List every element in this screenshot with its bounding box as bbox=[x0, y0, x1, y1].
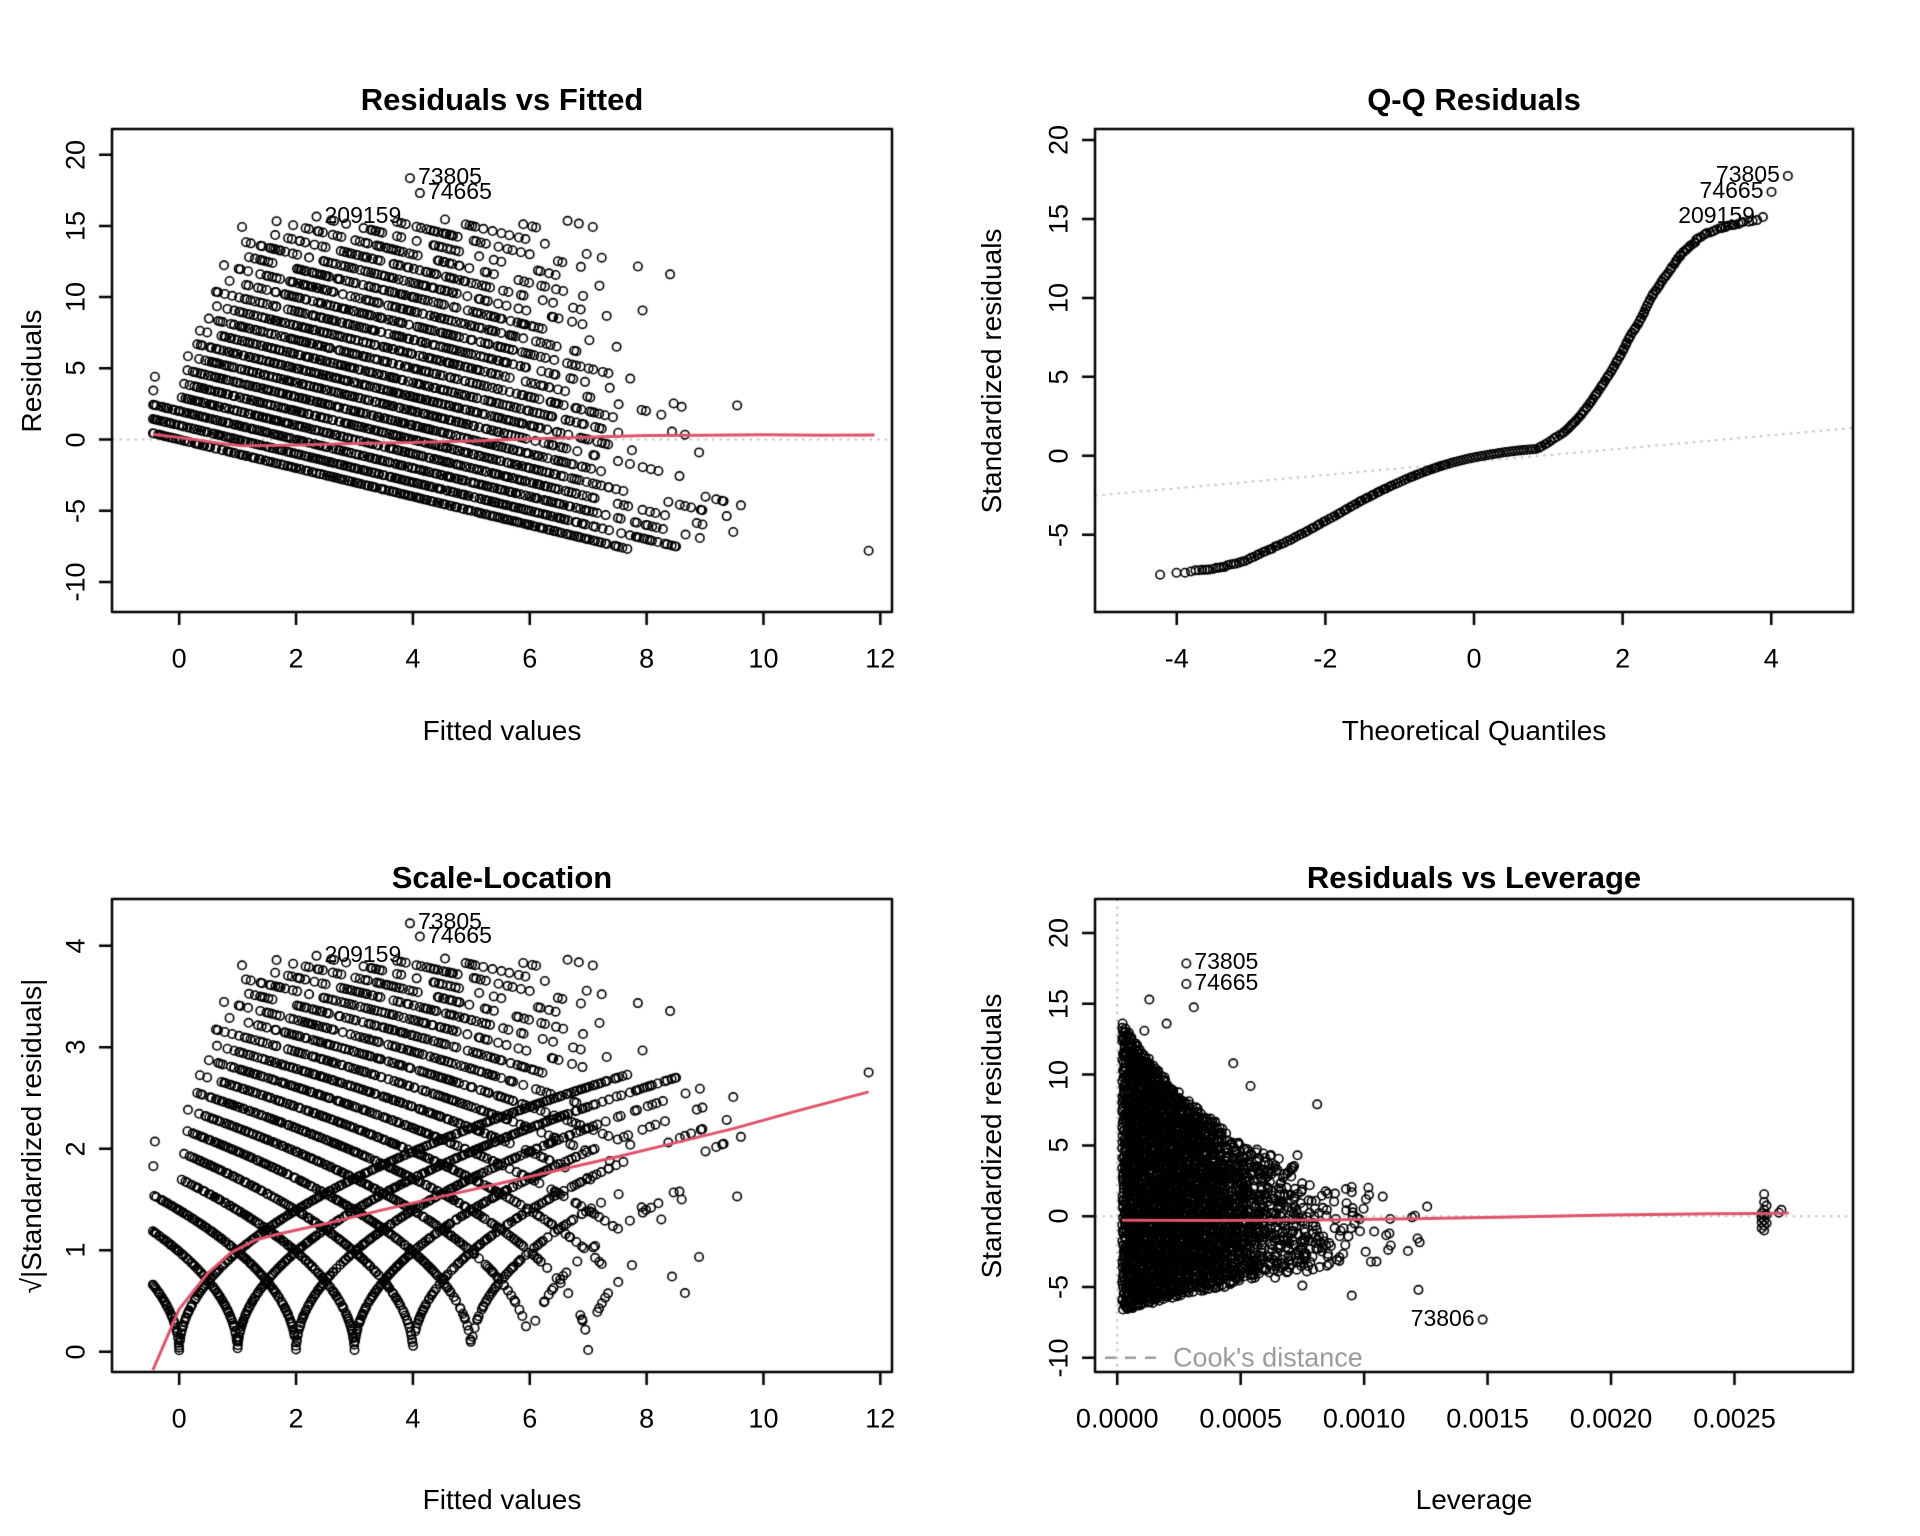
x-tick-label: 8 bbox=[639, 643, 655, 674]
x-tick-label: 2 bbox=[288, 643, 304, 674]
outlier-label-209159: 209159 bbox=[324, 201, 402, 228]
y-tick-label: 3 bbox=[60, 1039, 91, 1055]
y-tick-label: -5 bbox=[60, 498, 91, 523]
x-tick-label: 0 bbox=[1466, 643, 1482, 674]
x-tick-label: 0.0015 bbox=[1446, 1403, 1529, 1434]
panel-residuals-vs-leverage: Residuals vs Leverage Leverage Standardi… bbox=[960, 768, 1920, 1536]
y-tick-label: 15 bbox=[60, 210, 91, 241]
x-axis-label: Leverage bbox=[1415, 1484, 1533, 1515]
outlier-label-73805: 73805 bbox=[1715, 161, 1780, 188]
qq-residuals-canvas bbox=[960, 0, 1920, 768]
plot-title: Residuals vs Leverage bbox=[1306, 860, 1642, 895]
y-tick-label: -10 bbox=[1043, 1338, 1074, 1378]
y-axis-label: Residuals bbox=[16, 309, 47, 432]
x-tick-label: 10 bbox=[748, 643, 779, 674]
x-tick-label: 2 bbox=[1615, 643, 1631, 674]
y-tick-label: 0 bbox=[60, 1344, 91, 1360]
cooks-distance-legend-label: Cook's distance bbox=[1173, 1342, 1363, 1373]
x-tick-label: 0.0020 bbox=[1569, 1403, 1653, 1434]
y-tick-label: -5 bbox=[1043, 1275, 1074, 1300]
outlier-label-74665: 74665 bbox=[427, 921, 492, 948]
y-tick-label: 1 bbox=[60, 1242, 91, 1258]
outlier-label-209159: 209159 bbox=[1678, 202, 1755, 229]
y-tick-label: 15 bbox=[1043, 988, 1074, 1019]
panel-scale-location: Scale-Location Fitted values √|Standardi… bbox=[0, 768, 960, 1536]
y-tick-label: 5 bbox=[60, 360, 91, 376]
y-tick-label: 10 bbox=[1043, 282, 1074, 313]
x-tick-label: 4 bbox=[405, 1403, 421, 1434]
x-tick-label: 10 bbox=[748, 1403, 779, 1434]
outlier-label-74665: 74665 bbox=[1699, 177, 1764, 204]
outlier-label-73806: 73806 bbox=[1410, 1304, 1475, 1331]
x-tick-label: -2 bbox=[1313, 643, 1338, 674]
plot-title: Q-Q Residuals bbox=[1367, 82, 1581, 117]
y-tick-label: 0 bbox=[60, 432, 91, 448]
outlier-label-73805: 73805 bbox=[417, 908, 482, 935]
x-tick-label: 0.0025 bbox=[1693, 1403, 1776, 1434]
x-tick-label: 0.0005 bbox=[1199, 1403, 1282, 1434]
y-tick-label: 2 bbox=[60, 1141, 91, 1157]
y-tick-label: 20 bbox=[60, 139, 91, 170]
y-tick-label: 4 bbox=[60, 938, 91, 954]
y-tick-label: 10 bbox=[1043, 1059, 1074, 1090]
scale-location-canvas bbox=[0, 768, 960, 1536]
panel-qq-residuals: Q-Q Residuals Theoretical Quantiles Stan… bbox=[960, 0, 1920, 768]
y-axis-label: √|Standardized residuals| bbox=[16, 978, 47, 1293]
outlier-label-73805: 73805 bbox=[1194, 948, 1259, 975]
x-tick-label: 6 bbox=[522, 1403, 538, 1434]
x-tick-label: 0 bbox=[171, 1403, 187, 1434]
x-axis-label: Fitted values bbox=[422, 715, 582, 746]
plot-title: Scale-Location bbox=[391, 860, 613, 895]
x-axis-label: Theoretical Quantiles bbox=[1341, 715, 1607, 746]
y-tick-label: 5 bbox=[1043, 1137, 1074, 1153]
x-tick-label: 8 bbox=[639, 1403, 655, 1434]
x-tick-label: -4 bbox=[1164, 643, 1189, 674]
x-tick-label: 0.0010 bbox=[1322, 1403, 1406, 1434]
y-tick-label: 5 bbox=[1043, 369, 1074, 385]
y-tick-label: 0 bbox=[1043, 1208, 1074, 1224]
y-tick-label: 15 bbox=[1043, 203, 1074, 234]
x-tick-label: 4 bbox=[405, 643, 421, 674]
x-tick-label: 6 bbox=[522, 643, 538, 674]
y-tick-label: 20 bbox=[1043, 917, 1074, 949]
outlier-label-209159: 209159 bbox=[324, 940, 402, 967]
y-tick-label: 0 bbox=[1043, 448, 1074, 464]
y-tick-label: 20 bbox=[1043, 125, 1074, 156]
panel-residuals-vs-fitted: Residuals vs Fitted Fitted values Residu… bbox=[0, 0, 960, 768]
x-tick-label: 0 bbox=[171, 643, 187, 674]
x-tick-label: 2 bbox=[288, 1403, 304, 1434]
y-tick-label: -5 bbox=[1043, 522, 1074, 547]
x-tick-label: 12 bbox=[865, 1403, 896, 1434]
y-axis-label: Standardized residuals bbox=[976, 228, 1007, 513]
plot-title: Residuals vs Fitted bbox=[360, 82, 644, 117]
x-tick-label: 0.0000 bbox=[1075, 1403, 1159, 1434]
outlier-label-74665: 74665 bbox=[1194, 969, 1259, 996]
outlier-label-73805: 73805 bbox=[417, 163, 482, 190]
outlier-label-74665: 74665 bbox=[427, 178, 492, 205]
y-tick-label: -10 bbox=[60, 562, 91, 602]
x-tick-label: 4 bbox=[1763, 643, 1779, 674]
y-tick-label: 10 bbox=[60, 282, 91, 313]
y-axis-label: Standardized residuals bbox=[976, 993, 1007, 1278]
x-axis-label: Fitted values bbox=[422, 1484, 582, 1515]
residuals-vs-leverage-canvas bbox=[960, 768, 1920, 1536]
x-tick-label: 12 bbox=[865, 643, 896, 674]
residuals-vs-fitted-canvas bbox=[0, 0, 960, 768]
